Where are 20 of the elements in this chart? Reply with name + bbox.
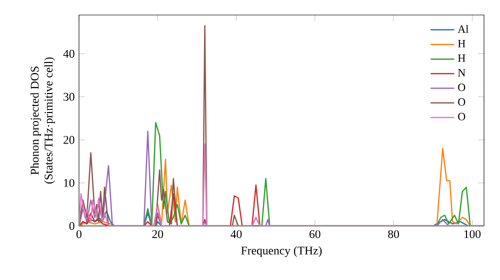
legend-label: H	[458, 40, 466, 48]
y-tick-label: 0	[69, 222, 74, 230]
legend-label: N	[458, 69, 466, 76]
x-tick-label: 20	[152, 230, 164, 238]
y-tick-label: 10	[64, 178, 74, 187]
x-axis-title: Frequency (THz)	[241, 246, 322, 257]
legend-label: O	[458, 112, 466, 120]
y-tick-label: 30	[64, 92, 74, 101]
x-tick-label: 60	[310, 230, 320, 238]
y-tick-label: 20	[64, 136, 74, 144]
legend-label: O	[458, 84, 466, 92]
x-tick-label: 80	[388, 230, 399, 238]
legend-label: O	[458, 98, 466, 106]
legend-label: Al	[458, 25, 468, 33]
y-tick-label: 40	[63, 50, 74, 58]
y-axis-title: Phonon projected DOS (States/THz·primitive cell)	[30, 57, 55, 184]
x-tick-label: 100	[464, 230, 481, 238]
x-tick-label: 40	[230, 230, 242, 238]
legend-label: H	[458, 54, 466, 62]
x-tick-label: 0	[76, 230, 82, 238]
